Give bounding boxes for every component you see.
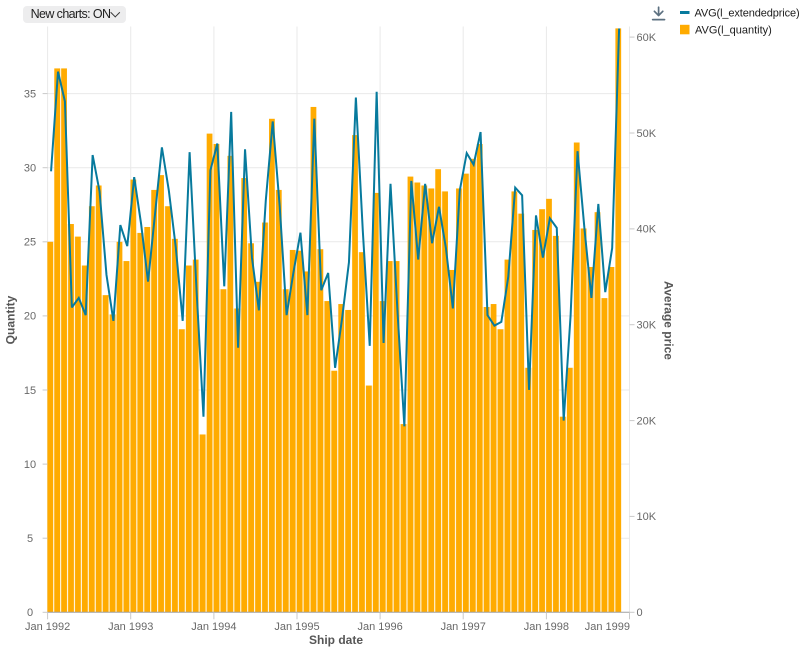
svg-text:Jan 1994: Jan 1994 bbox=[191, 621, 236, 633]
svg-text:5: 5 bbox=[27, 533, 33, 545]
svg-text:10: 10 bbox=[24, 459, 36, 471]
svg-text:Jan 1998: Jan 1998 bbox=[524, 621, 569, 633]
svg-text:0: 0 bbox=[637, 607, 643, 619]
svg-text:Jan 1999: Jan 1999 bbox=[585, 621, 630, 633]
svg-text:20K: 20K bbox=[637, 415, 657, 427]
svg-text:20: 20 bbox=[24, 311, 36, 323]
svg-text:25: 25 bbox=[24, 237, 36, 249]
svg-text:Quantity: Quantity bbox=[3, 295, 17, 344]
svg-text:Ship date: Ship date bbox=[309, 633, 363, 647]
svg-text:50K: 50K bbox=[637, 128, 657, 140]
svg-text:AVG(l_quantity): AVG(l_quantity) bbox=[695, 25, 772, 37]
svg-text:35: 35 bbox=[24, 88, 36, 100]
svg-text:15: 15 bbox=[24, 385, 36, 397]
svg-text:Jan 1997: Jan 1997 bbox=[441, 621, 486, 633]
svg-text:30: 30 bbox=[24, 163, 36, 175]
svg-text:Average price: Average price bbox=[662, 281, 676, 360]
svg-text:Jan 1996: Jan 1996 bbox=[357, 621, 402, 633]
svg-text:10K: 10K bbox=[637, 511, 657, 523]
svg-text:Jan 1992: Jan 1992 bbox=[25, 621, 70, 633]
svg-text:Jan 1993: Jan 1993 bbox=[108, 621, 153, 633]
svg-text:Jan 1995: Jan 1995 bbox=[274, 621, 319, 633]
svg-text:60K: 60K bbox=[637, 32, 657, 44]
svg-text:30K: 30K bbox=[637, 320, 657, 332]
svg-text:0: 0 bbox=[27, 607, 33, 619]
svg-text:AVG(l_extendedprice): AVG(l_extendedprice) bbox=[695, 8, 800, 20]
svg-text:40K: 40K bbox=[637, 224, 657, 236]
